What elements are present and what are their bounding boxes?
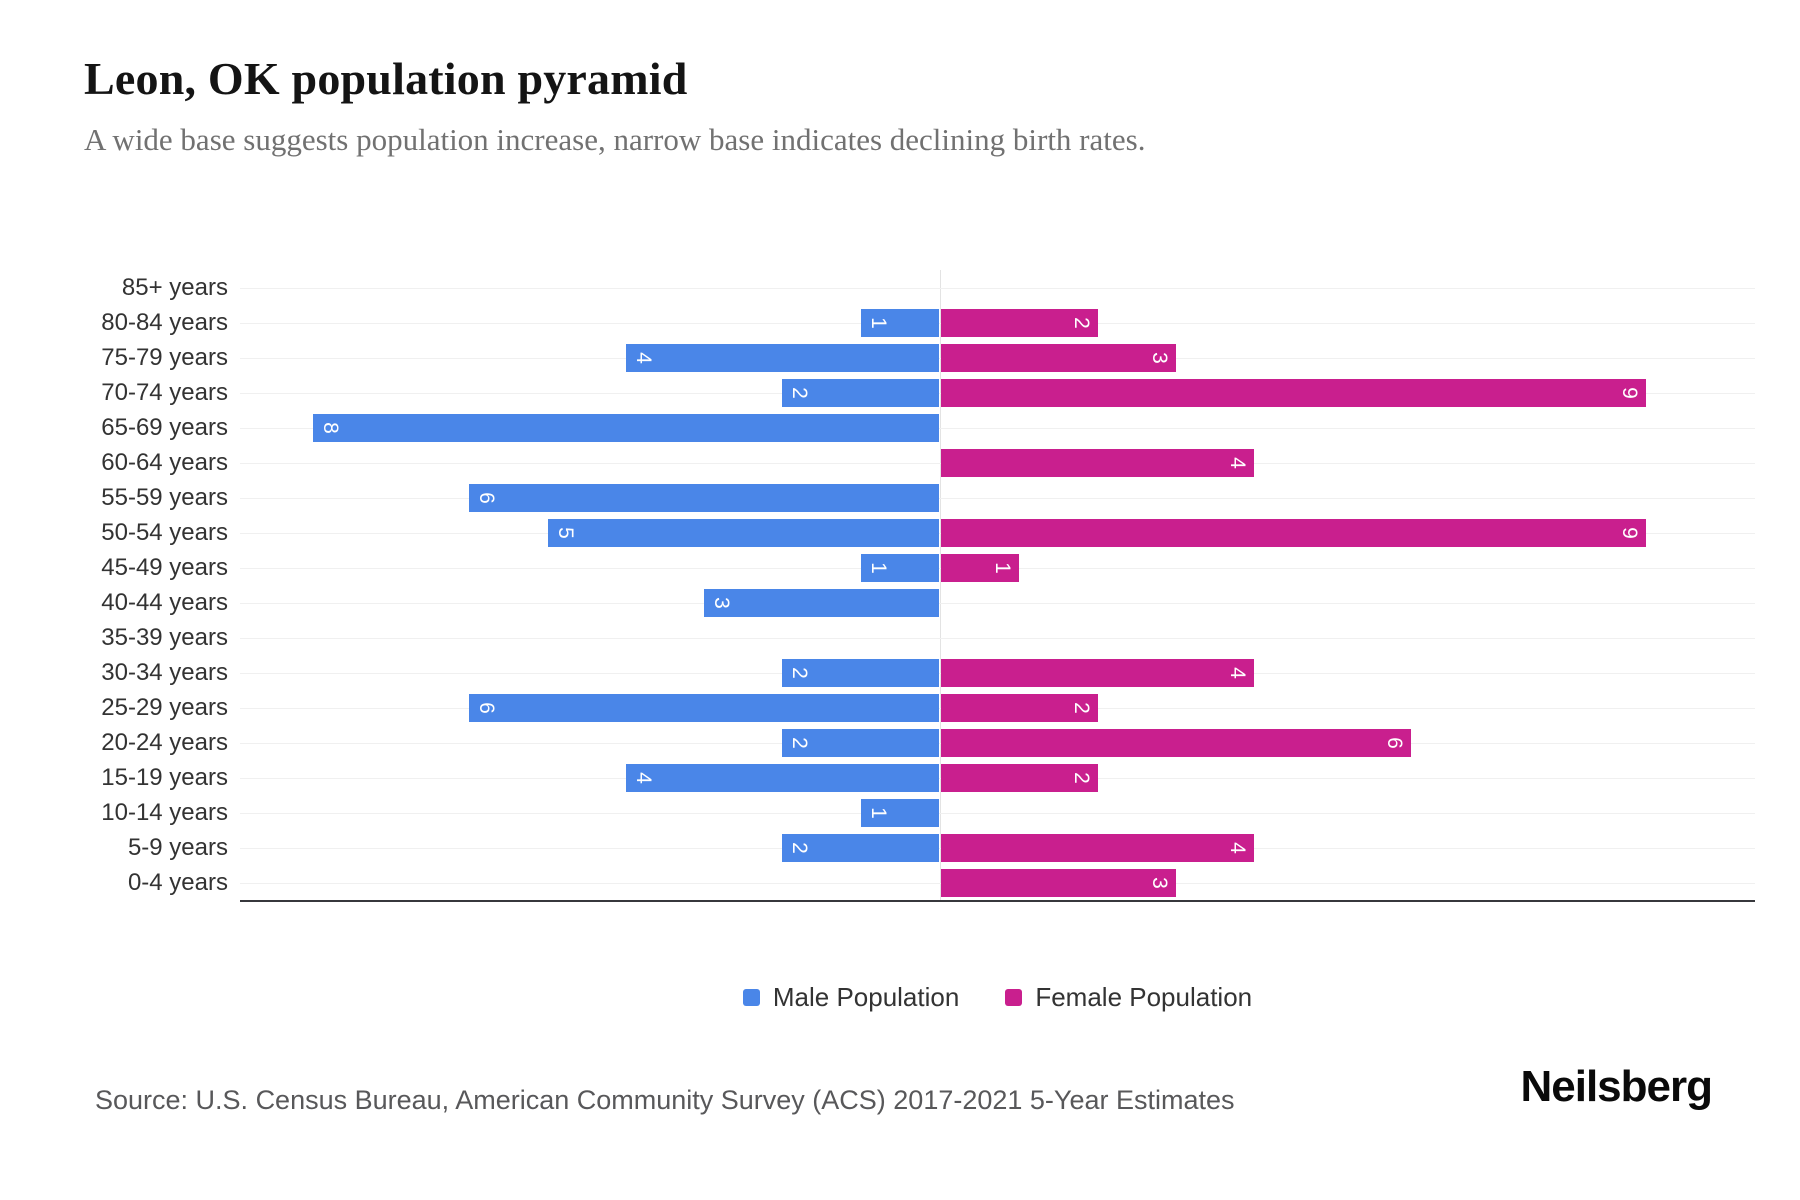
male-bar-value: 2 [788,386,812,399]
male-bar[interactable]: 6 [469,693,939,722]
male-bar-value: 4 [631,351,655,364]
male-bar[interactable]: 3 [704,588,939,617]
row-gridline [240,637,1755,639]
female-bar[interactable]: 9 [941,518,1646,547]
male-bar-value: 3 [710,596,734,609]
female-bar-value: 4 [1226,666,1250,679]
female-bar[interactable]: 2 [941,308,1098,337]
female-bar[interactable]: 2 [941,763,1098,792]
male-bar[interactable]: 4 [625,763,939,792]
female-bar-value: 4 [1226,456,1250,469]
neilsberg-logo: Neilsberg [1520,1062,1713,1111]
y-axis-label: 65-69 years [101,413,228,441]
male-bar[interactable]: 1 [860,798,939,827]
y-axis-label: 45-49 years [101,553,228,581]
female-bar[interactable]: 3 [941,343,1176,372]
row-gridline [240,602,1755,604]
y-axis-label: 75-79 years [101,343,228,371]
male-bar[interactable]: 6 [469,483,939,512]
female-bar[interactable]: 9 [941,378,1646,407]
female-bar-value: 3 [1147,351,1171,364]
page-subtitle: A wide base suggests population increase… [84,122,1146,157]
female-bar-value: 9 [1617,386,1641,399]
male-bar[interactable]: 2 [782,833,939,862]
y-axis-label: 60-64 years [101,448,228,476]
female-bar[interactable]: 4 [941,833,1255,862]
female-bar-value: 9 [1617,526,1641,539]
male-bar-value: 2 [788,736,812,749]
y-axis-label: 70-74 years [101,378,228,406]
female-bar[interactable]: 4 [941,658,1255,687]
y-axis-label: 15-19 years [101,763,228,791]
male-bar[interactable]: 2 [782,658,939,687]
row-gridline [240,812,1755,814]
male-bar[interactable]: 4 [625,343,939,372]
y-axis-label: 10-14 years [101,798,228,826]
male-bar-value: 6 [475,491,499,504]
male-bar-value: 5 [553,526,577,539]
female-bar-value: 2 [1069,771,1093,784]
legend-label-female: Female Population [1035,982,1253,1012]
female-bar[interactable]: 1 [941,553,1020,582]
y-axis-label: 25-29 years [101,693,228,721]
male-bar-value: 6 [475,701,499,714]
row-gridline [240,427,1755,429]
female-swatch-icon [1005,989,1023,1006]
legend-item-female[interactable]: Female Population [1005,982,1252,1013]
y-axis-label: 0-4 years [127,868,228,896]
female-bar[interactable]: 4 [941,448,1255,477]
male-bar[interactable]: 2 [782,728,939,757]
y-axis-label: 55-59 years [101,483,228,511]
y-axis-label: 35-39 years [101,623,228,651]
source-attribution: Source: U.S. Census Bureau, American Com… [95,1085,1235,1115]
female-bar-value: 4 [1226,841,1250,854]
row-gridline [240,497,1755,499]
male-bar-value: 1 [866,316,890,329]
y-axis-label: 50-54 years [101,518,228,546]
female-bar-value: 2 [1069,316,1093,329]
male-bar[interactable]: 1 [860,308,939,337]
male-bar-value: 2 [788,666,812,679]
row-gridline [240,287,1755,289]
male-bar-value: 8 [318,421,342,434]
male-bar-value: 1 [866,561,890,574]
female-bar-value: 1 [991,561,1015,574]
center-axis-line [940,270,941,900]
page-title: Leon, OK population pyramid [84,53,688,104]
female-bar-value: 2 [1069,701,1093,714]
female-bar[interactable]: 6 [941,728,1411,757]
female-bar-value: 3 [1147,876,1171,889]
female-bar-value: 6 [1382,736,1406,749]
y-axis-label: 40-44 years [101,588,228,616]
x-axis-baseline [240,900,1755,902]
female-bar[interactable]: 3 [941,868,1176,897]
y-axis-label: 30-34 years [101,658,228,686]
male-bar-value: 4 [631,771,655,784]
male-bar[interactable]: 1 [860,553,939,582]
y-axis-label: 85+ years [121,273,228,301]
female-bar[interactable]: 2 [941,693,1098,722]
legend-item-male[interactable]: Male Population [742,982,960,1013]
male-bar[interactable]: 2 [782,378,939,407]
y-axis-label: 5-9 years [127,833,228,861]
male-bar[interactable]: 5 [547,518,939,547]
y-axis-label: 80-84 years [101,308,228,336]
male-bar[interactable]: 8 [312,413,939,442]
y-axis-label: 20-24 years [101,728,228,756]
male-bar-value: 1 [866,806,890,819]
chart-legend: Male Population Female Population [240,982,1755,1013]
male-bar-value: 2 [788,841,812,854]
legend-label-male: Male Population [772,982,960,1012]
male-swatch-icon [742,989,760,1006]
